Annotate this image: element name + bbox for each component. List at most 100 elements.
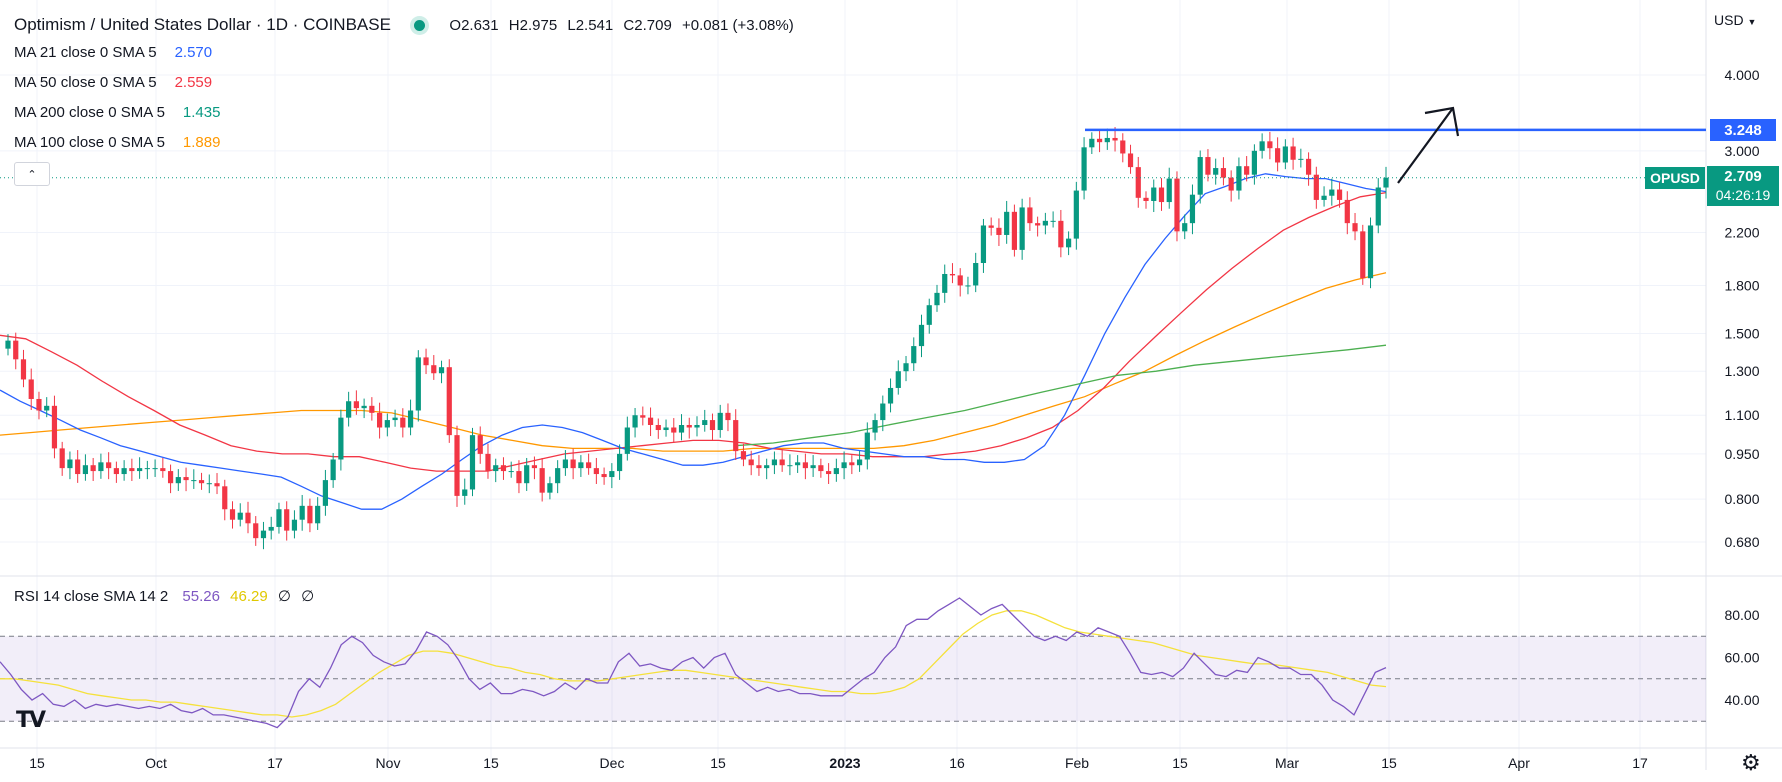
rsi-extra2: ∅ <box>301 588 315 605</box>
candle-body <box>965 285 971 287</box>
candle-body <box>1383 177 1389 188</box>
candle-body <box>1305 158 1312 175</box>
candle-body <box>423 357 429 366</box>
price-axis-tick: 1.100 <box>1724 407 1759 423</box>
price-axis-tick: 1.300 <box>1724 363 1759 379</box>
candle-body <box>601 474 607 478</box>
tradingview-logo[interactable]: TV <box>16 708 46 733</box>
ma200-value: 1.435 <box>182 104 221 121</box>
candle-body <box>44 405 50 411</box>
candle-body <box>1166 178 1172 203</box>
currency-selector[interactable]: USD ▼ <box>1714 12 1756 28</box>
rsi-legend[interactable]: RSI 14 close SMA 14 2 55.26 46.29 ∅ ∅ <box>14 587 314 605</box>
candle-body <box>431 365 437 374</box>
rsi-axis-tick: 80.00 <box>1724 607 1759 623</box>
open-value: 2.631 <box>461 17 499 34</box>
ma100-value: 1.889 <box>182 134 221 151</box>
candle-body <box>1236 166 1242 191</box>
candle-body <box>1065 238 1072 248</box>
time-axis-tick: 15 <box>1381 755 1397 771</box>
candle-body <box>562 459 568 469</box>
candle-body <box>477 435 483 454</box>
trend-arrow-shaft <box>1397 107 1454 184</box>
ohlc-readout: O2.631 H2.975 L2.541 C2.709 +0.081 (+3.0… <box>449 17 793 34</box>
gear-icon[interactable]: ⚙ <box>1741 750 1761 775</box>
price-axis-tick: 1.800 <box>1724 277 1759 293</box>
time-axis-tick: 15 <box>29 755 45 771</box>
candle-body <box>59 448 65 469</box>
candle-body <box>392 417 398 421</box>
candle-body <box>5 340 11 349</box>
candle-body <box>764 465 770 469</box>
candle-body <box>1197 157 1203 195</box>
candle-body <box>872 420 878 433</box>
candle-body <box>121 468 127 475</box>
candle-body <box>818 465 824 472</box>
rsi-axis-tick: 40.00 <box>1724 692 1759 708</box>
candle-body <box>779 459 785 466</box>
time-axis-tick: Nov <box>376 755 401 771</box>
last-price-tag: 2.709 04:26:19 <box>1707 166 1779 206</box>
candle-body <box>880 403 886 421</box>
candle-body <box>640 415 646 418</box>
candle-body <box>802 462 808 469</box>
candle-body <box>1058 220 1064 248</box>
collapse-legend-button[interactable]: ⌃ <box>14 162 50 186</box>
candle-body <box>934 292 940 306</box>
legend-ma50[interactable]: MA 50 close 0 SMA 5 2.559 <box>14 74 212 91</box>
candle-body <box>632 415 638 428</box>
candle-body <box>1298 158 1304 160</box>
open-label: O <box>449 17 462 34</box>
candle-body <box>1073 190 1079 239</box>
symbol-title[interactable]: Optimism / United States Dollar · 1D · C… <box>14 15 391 34</box>
bar-countdown: 04:26:19 <box>1715 187 1771 203</box>
candle-body <box>1127 153 1134 168</box>
candle-body <box>1313 174 1319 200</box>
candle-body <box>1259 141 1265 151</box>
candle-body <box>191 480 197 482</box>
candle-body <box>253 523 259 539</box>
candle-body <box>1267 141 1273 149</box>
close-value: 2.709 <box>634 17 672 34</box>
rsi-band <box>0 635 1706 722</box>
rsi-label: RSI 14 close SMA 14 2 <box>14 588 169 605</box>
candle-body <box>1104 137 1110 143</box>
candle-body <box>609 471 615 478</box>
candle-body <box>384 420 390 428</box>
legend-ma21[interactable]: MA 21 close 0 SMA 5 2.570 <box>14 44 212 61</box>
ma50-value: 2.559 <box>174 74 213 91</box>
candle-body <box>206 483 212 485</box>
candle-body <box>376 412 383 428</box>
trend-arrow-head <box>1424 106 1460 137</box>
candle-body <box>694 425 700 428</box>
candle-body <box>539 468 545 493</box>
candle-body <box>841 462 847 469</box>
candle-body <box>578 462 584 469</box>
time-axis-tick: 15 <box>483 755 499 771</box>
low-label: L <box>567 17 576 34</box>
legend-ma200[interactable]: MA 200 close 0 SMA 5 1.435 <box>14 104 220 121</box>
time-axis-tick: 15 <box>710 755 726 771</box>
candle-body <box>198 480 205 484</box>
candle-body <box>1004 211 1010 235</box>
annotations <box>0 106 1706 184</box>
price-axis-tick: 3.000 <box>1724 143 1759 159</box>
chevron-down-icon: ▼ <box>1747 17 1757 27</box>
price-axis-tick: 1.500 <box>1724 325 1759 341</box>
candle-body <box>291 519 298 531</box>
candle-body <box>1011 211 1018 250</box>
candle-body <box>702 420 708 426</box>
candle-body <box>407 410 414 428</box>
legend-ma100[interactable]: MA 100 close 0 SMA 5 1.889 <box>14 134 220 151</box>
candle-body <box>284 509 290 531</box>
candle-body <box>144 468 150 470</box>
candle-body <box>13 340 19 360</box>
ma21-label: MA 21 close 0 SMA 5 <box>14 44 157 61</box>
candle-body <box>748 459 754 466</box>
candle-body <box>593 468 599 475</box>
candle-body <box>1174 178 1180 232</box>
candle-body <box>988 225 994 228</box>
candle-body <box>725 412 731 421</box>
